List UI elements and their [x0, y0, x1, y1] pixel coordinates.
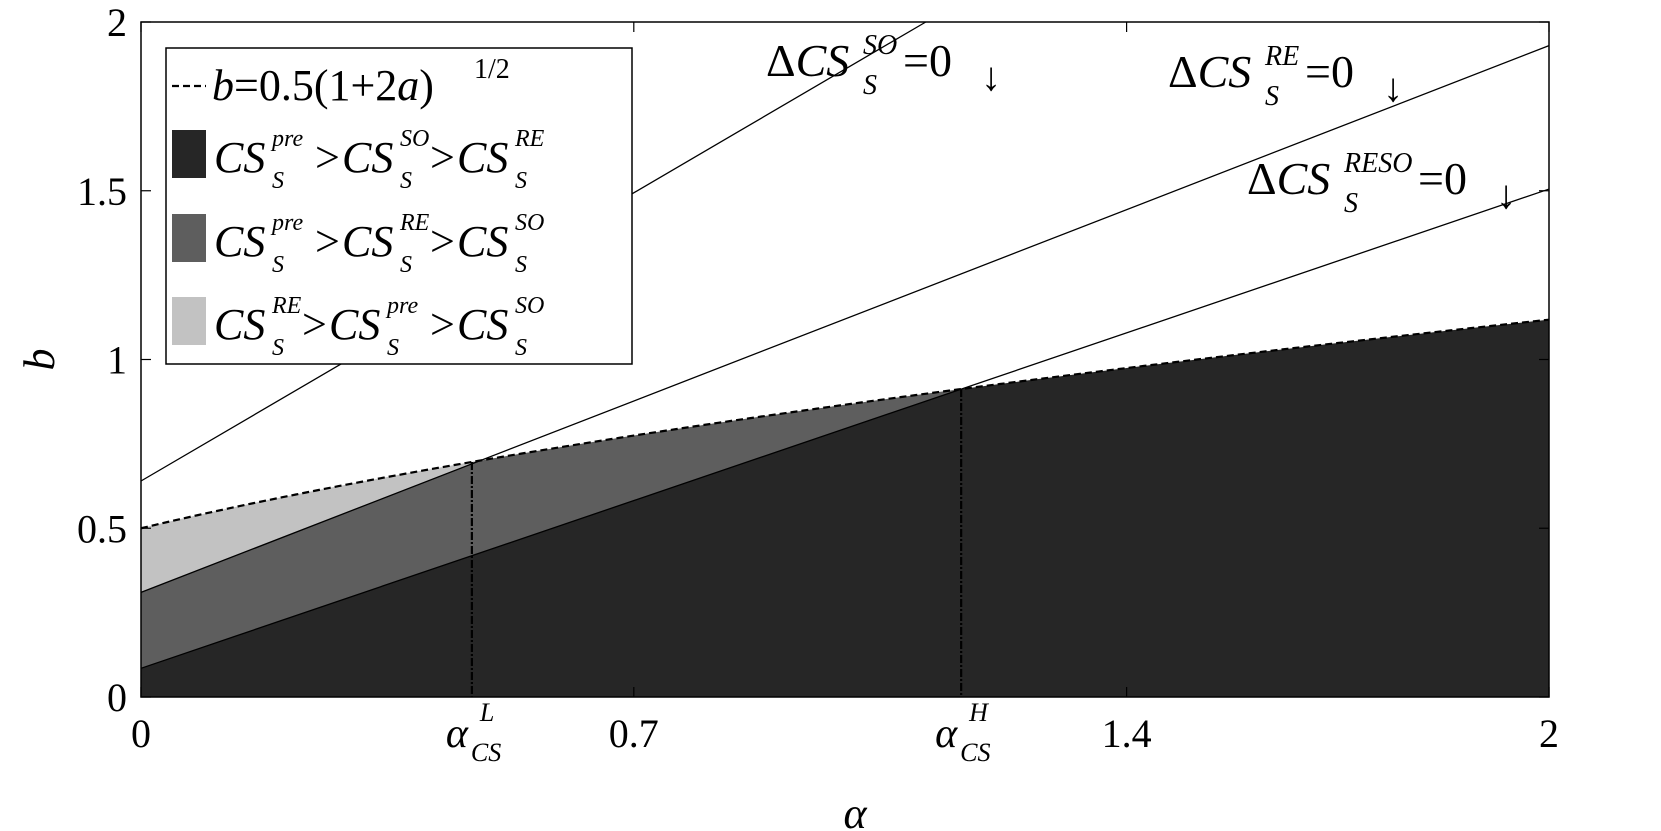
- x-tick-label: 2: [1539, 711, 1559, 756]
- boundary-line-1: [140, 45, 1550, 593]
- legend-term-base: CS: [214, 217, 265, 266]
- line-label-0-base: ΔCS: [766, 35, 849, 86]
- y-tick-label: 2: [107, 0, 127, 45]
- legend-swatch-2: [172, 297, 206, 345]
- legend-term-sup: RE: [399, 210, 430, 236]
- legend-term-sup: pre: [270, 126, 303, 152]
- legend-separator: >: [430, 133, 455, 182]
- legend-box: [165, 47, 633, 365]
- line-label-1-sub: S: [1265, 81, 1279, 112]
- line-label-0-sup: SO: [863, 30, 897, 61]
- y-axis-label: b: [15, 349, 64, 371]
- x-tick-sup-alpha-H: H: [968, 698, 989, 727]
- line-label-2: ΔCS RESO S =0 ↓: [1247, 148, 1516, 219]
- legend-term-sub: S: [387, 335, 399, 361]
- y-tick-label: 0.5: [77, 506, 127, 551]
- line-label-0-arrow: ↓: [981, 54, 1001, 99]
- legend-term-sub: S: [515, 168, 527, 194]
- legend-curve-label: b=0.5(1+2a): [212, 61, 434, 110]
- legend-term-base: CS: [214, 300, 265, 349]
- line-label-2-tail: =0: [1418, 153, 1467, 204]
- legend-term-base: CS: [457, 300, 508, 349]
- legend-term-sub: S: [272, 335, 284, 361]
- legend-term-base: CS: [457, 133, 508, 182]
- y-tick-label: 0: [107, 675, 127, 720]
- x-tick-label-alpha-H: α: [935, 711, 958, 757]
- line-labels: ΔCS SO S =0 ↓ ΔCS RE S =0 ↓ ΔCS RESO S =0 ↓: [766, 30, 1516, 219]
- line-label-1-arrow: ↓: [1383, 65, 1403, 110]
- line-label-2-sub: S: [1344, 188, 1358, 219]
- legend-term-sub: S: [400, 252, 412, 278]
- legend-term-base: CS: [329, 300, 380, 349]
- line-label-2-base: ΔCS: [1247, 153, 1330, 204]
- line-label-2-sup: RESO: [1343, 148, 1412, 179]
- x-tick-sup-alpha-L: L: [479, 698, 494, 727]
- legend-term-sup: SO: [515, 210, 544, 236]
- legend-swatch-1: [172, 214, 206, 262]
- line-label-0-tail: =0: [903, 35, 952, 86]
- legend-separator: >: [430, 300, 455, 349]
- legend-term-sup: pre: [385, 293, 418, 319]
- legend-term-sup: RE: [271, 293, 302, 319]
- x-tick-label: 0.7: [609, 711, 659, 756]
- line-label-0-sub: S: [863, 70, 877, 101]
- legend-term-sub: S: [515, 252, 527, 278]
- legend-swatch-0: [172, 130, 206, 178]
- legend-term-base: CS: [342, 217, 393, 266]
- x-tick-sub-alpha-L: CS: [471, 738, 501, 767]
- legend-term-base: CS: [214, 133, 265, 182]
- legend-term-sup: SO: [515, 293, 544, 319]
- legend-term-sup: pre: [270, 210, 303, 236]
- legend-term-base: CS: [457, 217, 508, 266]
- legend-curve-sup: 1/2: [474, 54, 510, 85]
- legend-term-sup: RE: [514, 126, 545, 152]
- line-label-1-base: ΔCS: [1168, 46, 1251, 97]
- x-tick-sub-alpha-H: CS: [960, 738, 990, 767]
- legend-term-sup: SO: [400, 126, 429, 152]
- x-tick-label: 1.4: [1102, 711, 1152, 756]
- legend-term-base: CS: [342, 133, 393, 182]
- region-dark: [141, 319, 1549, 697]
- curve-dashed: [140, 318, 1550, 530]
- legend-separator: >: [302, 300, 327, 349]
- legend-term-sub: S: [272, 168, 284, 194]
- y-tick-label: 1: [107, 338, 127, 383]
- legend-separator: >: [430, 217, 455, 266]
- line-label-2-arrow: ↓: [1496, 172, 1516, 217]
- line-label-1: ΔCS RE S =0 ↓: [1168, 41, 1403, 112]
- y-tick-label: 1.5: [77, 169, 127, 214]
- x-tick-label: 0: [131, 711, 151, 756]
- line-label-0: ΔCS SO S =0 ↓: [766, 30, 1001, 101]
- chart-regions: [141, 319, 1549, 697]
- boundary-line-2: [140, 188, 1550, 669]
- legend-separator: >: [315, 133, 340, 182]
- legend-separator: >: [315, 217, 340, 266]
- legend-term-sub: S: [272, 252, 284, 278]
- line-label-1-sup: RE: [1264, 41, 1299, 72]
- x-tick-label-alpha-L: α: [446, 711, 469, 757]
- legend-term-sub: S: [515, 335, 527, 361]
- x-axis-label: α: [843, 789, 867, 831]
- legend-term-sub: S: [400, 168, 412, 194]
- axis-labels: αb: [15, 349, 867, 831]
- line-label-1-tail: =0: [1305, 46, 1354, 97]
